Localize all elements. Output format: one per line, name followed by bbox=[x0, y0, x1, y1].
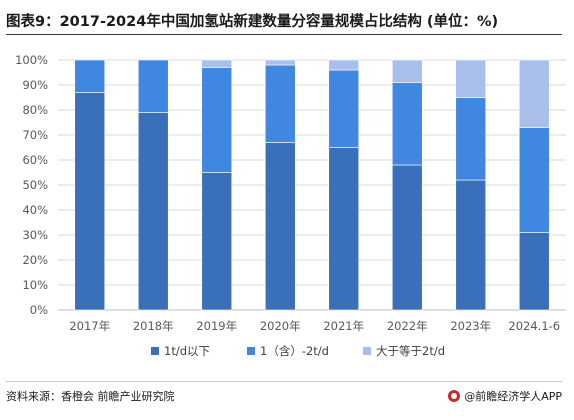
x-tick-label: 2021年 bbox=[323, 319, 364, 333]
bar-segment bbox=[74, 59, 106, 93]
y-tick-label: 40% bbox=[22, 203, 48, 217]
x-tick-label: 2017年 bbox=[69, 319, 110, 333]
bar-segment bbox=[328, 69, 360, 148]
bar-segment bbox=[328, 147, 360, 311]
bar-segment bbox=[455, 97, 487, 181]
bar-segment bbox=[201, 67, 233, 173]
legend-swatch bbox=[247, 347, 255, 355]
y-tick-label: 10% bbox=[22, 278, 48, 292]
bar-segment bbox=[201, 59, 233, 68]
y-tick-label: 100% bbox=[15, 53, 48, 67]
y-tick-label: 70% bbox=[22, 128, 48, 142]
brand-logo-icon bbox=[448, 390, 461, 402]
bar-segment bbox=[264, 64, 296, 143]
y-tick-label: 50% bbox=[22, 178, 48, 192]
x-tick-label: 2020年 bbox=[260, 319, 301, 333]
bar-segment bbox=[391, 59, 423, 83]
x-tick-label: 2024.1-6 bbox=[508, 319, 560, 333]
bar-segment bbox=[137, 59, 169, 113]
y-tick-label: 30% bbox=[22, 228, 48, 242]
y-tick-label: 0% bbox=[30, 303, 48, 317]
legend-swatch bbox=[363, 347, 371, 355]
bar-segment bbox=[264, 142, 296, 311]
x-tick-label: 2022年 bbox=[387, 319, 428, 333]
source-note: 资料来源：香橙会 前瞻产业研究院 bbox=[6, 390, 175, 403]
legend-label: 1（含）-2t/d bbox=[260, 344, 329, 358]
bar-segment bbox=[74, 92, 106, 311]
y-tick-label: 20% bbox=[22, 253, 48, 267]
bar-segment bbox=[518, 127, 550, 233]
bar-segment bbox=[518, 232, 550, 311]
legend-label: 大于等于2t/d bbox=[376, 344, 445, 358]
legend-label: 1t/d以下 bbox=[164, 344, 210, 358]
y-tick-label: 90% bbox=[22, 78, 48, 92]
legend-swatch bbox=[151, 347, 159, 355]
bar-segment bbox=[455, 179, 487, 311]
bar-segment bbox=[518, 59, 550, 128]
y-tick-label: 80% bbox=[22, 103, 48, 117]
title-divider bbox=[6, 34, 562, 35]
y-tick-label: 60% bbox=[22, 153, 48, 167]
bar-segment bbox=[264, 59, 296, 66]
footer-divider bbox=[6, 381, 562, 382]
stacked-bar-chart: 0% 10% 20% 30% 40% 50% 60% 70% 80% 90% 100% 2017年 20… bbox=[15, 53, 566, 358]
x-tick-label: 2019年 bbox=[196, 319, 237, 333]
x-tick-label: 2018年 bbox=[133, 319, 174, 333]
bar-segment bbox=[201, 172, 233, 311]
brand-mark: @前瞻经济学人APP bbox=[448, 388, 562, 404]
x-tick-label: 2023年 bbox=[450, 319, 491, 333]
bar-segment bbox=[137, 112, 169, 311]
brand-label: @前瞻经济学人APP bbox=[464, 390, 562, 403]
bar-segment bbox=[328, 59, 360, 71]
bar-segment bbox=[455, 59, 487, 98]
chart-title: 图表9：2017-2024年中国加氢站新建数量分容量规模占比结构 (单位：%) bbox=[6, 14, 499, 30]
bar-segment bbox=[391, 164, 423, 311]
bar-segment bbox=[391, 82, 423, 166]
